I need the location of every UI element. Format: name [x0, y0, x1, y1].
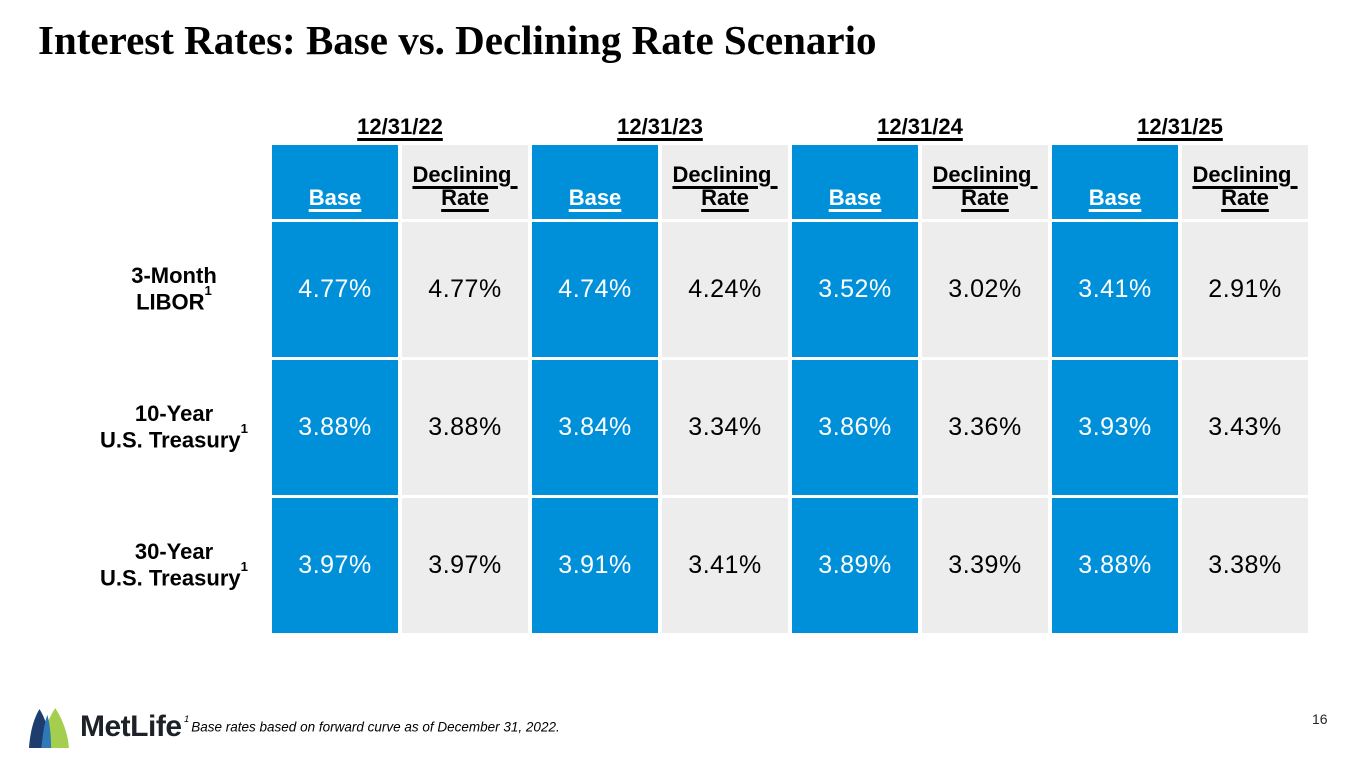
metlife-logo: MetLife	[28, 706, 182, 748]
date-header-3: 12/31/24	[877, 114, 963, 139]
footnote: 1Base rates based on forward curve as of…	[184, 713, 560, 735]
table-cell: 3.43%	[1182, 360, 1308, 495]
base-column-header: Base	[792, 145, 918, 219]
declining-rate-column-header: Declining Rate	[402, 145, 528, 219]
slide-title: Interest Rates: Base vs. Declining Rate …	[38, 17, 877, 63]
footnote-marker: 1	[184, 713, 190, 725]
table-cell: 3.41%	[662, 498, 788, 633]
table-cell: 2.91%	[1182, 222, 1308, 357]
page-number: 16	[1312, 711, 1328, 727]
table-cell: 3.91%	[532, 498, 658, 633]
table-cell: 3.88%	[402, 360, 528, 495]
table-cell: 3.88%	[1052, 498, 1178, 633]
table-cell: 3.93%	[1052, 360, 1178, 495]
metlife-wordmark: MetLife	[80, 710, 182, 743]
date-header-4: 12/31/25	[1137, 114, 1223, 139]
table-cell: 3.41%	[1052, 222, 1178, 357]
table-cell: 4.77%	[402, 222, 528, 357]
declining-rate-column-header: Declining Rate	[662, 145, 788, 219]
table-cell: 3.38%	[1182, 498, 1308, 633]
base-column-header: Base	[532, 145, 658, 219]
table-cell: 4.24%	[662, 222, 788, 357]
footnote-marker: 1	[204, 283, 212, 299]
table-cell: 3.86%	[792, 360, 918, 495]
table-cell: 3.52%	[792, 222, 918, 357]
table-cell: 3.34%	[662, 360, 788, 495]
table-cell: 3.84%	[532, 360, 658, 495]
table-cell: 3.97%	[402, 498, 528, 633]
row-label-30-year-treasury: 30-Year U.S. Treasury1	[100, 539, 248, 591]
row-label-3-month-libor: 3-Month LIBOR1	[131, 263, 217, 315]
declining-rate-column-header: Declining Rate	[1182, 145, 1308, 219]
table-cell: 3.89%	[792, 498, 918, 633]
table-cell: 3.39%	[922, 498, 1048, 633]
table-corner-spacer	[36, 145, 268, 219]
footnote-marker: 1	[240, 421, 248, 437]
base-column-header: Base	[272, 145, 398, 219]
footnote-marker: 1	[240, 559, 248, 575]
row-label-10-year-treasury: 10-Year U.S. Treasury1	[100, 401, 248, 453]
table-cell: 3.88%	[272, 360, 398, 495]
date-header-2: 12/31/23	[617, 114, 703, 139]
table-cell: 4.74%	[532, 222, 658, 357]
base-column-header: Base	[1052, 145, 1178, 219]
declining-rate-column-header: Declining Rate	[922, 145, 1048, 219]
rates-table: 12/31/22 12/31/23 12/31/24 12/31/25 Base…	[36, 108, 1308, 633]
metlife-m-icon	[29, 708, 69, 748]
table-cell: 3.97%	[272, 498, 398, 633]
date-header-1: 12/31/22	[357, 114, 443, 139]
table-corner-spacer	[36, 108, 268, 142]
table-cell: 3.02%	[922, 222, 1048, 357]
table-cell: 4.77%	[272, 222, 398, 357]
table-cell: 3.36%	[922, 360, 1048, 495]
